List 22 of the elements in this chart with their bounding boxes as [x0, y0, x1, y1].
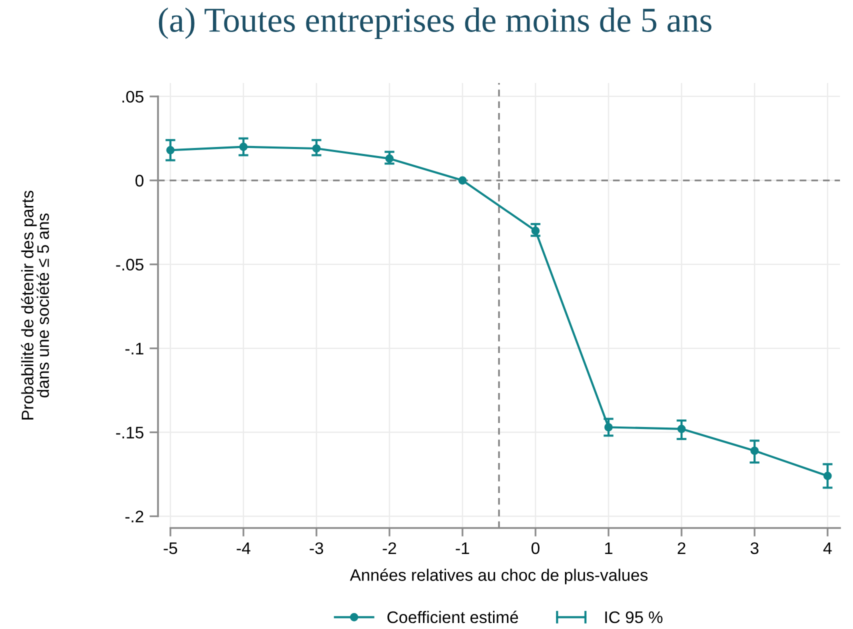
- x-tick-label: 4: [823, 542, 832, 554]
- x-tick-label: -1: [456, 542, 470, 554]
- x-tick-label: -2: [382, 542, 396, 554]
- x-axis-title: Années relatives au choc de plus-values: [350, 568, 648, 584]
- y-tick-label: -.15: [116, 426, 144, 438]
- y-axis-title: Probabilité de détenir des parts dans une société ≤ 5 ans: [21, 190, 49, 420]
- legend-label: Coefficient estimé: [387, 610, 518, 624]
- x-tick-label: -3: [310, 542, 324, 554]
- y-tick-label: -.1: [125, 342, 144, 354]
- legend-label: IC 95 %: [605, 611, 662, 624]
- y-tick-label: .05: [122, 90, 144, 103]
- x-tick-label: 2: [678, 542, 686, 554]
- x-tick-label: -5: [164, 542, 178, 554]
- x-tick-label: 1: [605, 542, 612, 554]
- x-tick-label: 0: [532, 542, 540, 554]
- chart-title: (a) Toutes entreprises de moins de 5 ans: [158, 8, 712, 40]
- x-tick-label: -4: [236, 542, 250, 554]
- y-tick-label: -.05: [116, 258, 144, 271]
- y-tick-label: -.2: [125, 510, 144, 522]
- point: [458, 176, 467, 185]
- y-tick-label: 0: [135, 174, 144, 187]
- x-tick-label: 3: [750, 542, 758, 554]
